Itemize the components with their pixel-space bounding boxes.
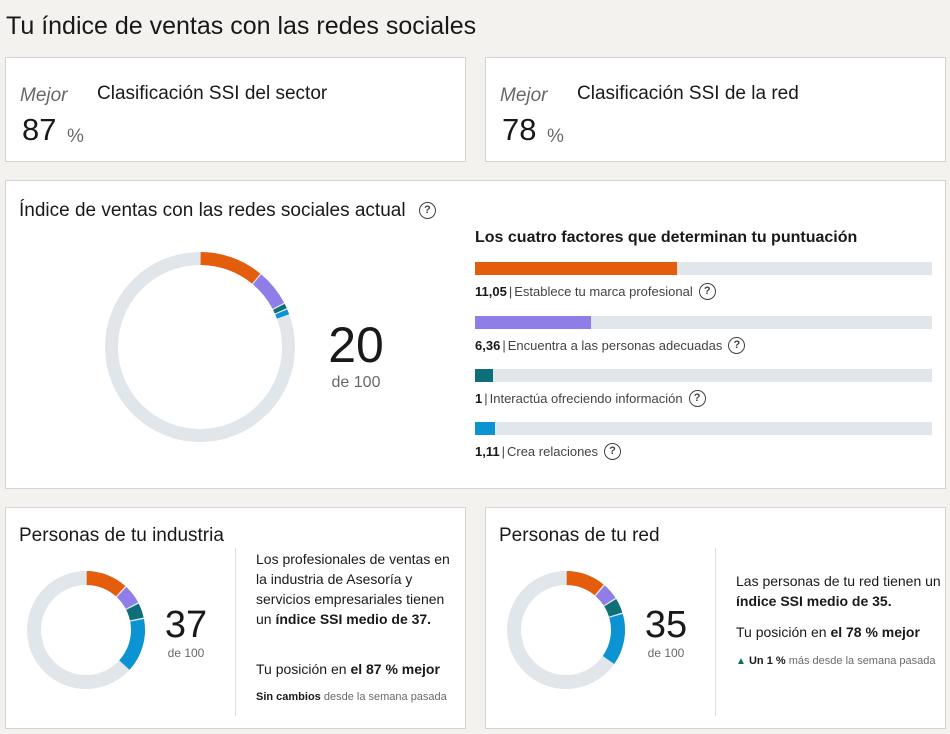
factor-people-fill (475, 316, 592, 329)
factor-people-bar (475, 316, 932, 329)
industry-description: Los profesionales de ventas en la indust… (256, 549, 456, 629)
factor-engage-value: 1 (475, 391, 483, 406)
factor-relations-bar (475, 422, 932, 435)
divider (235, 548, 236, 716)
industry-donut-chart (27, 571, 145, 689)
ssi-out-of: de 100 (331, 374, 381, 391)
donut-segment-relations (602, 613, 625, 665)
network-change-text: más desde la semana pasada (785, 655, 936, 667)
industry-change-text: desde la semana pasada (320, 691, 447, 703)
industry-position-bold: el 87 % mejor (350, 661, 440, 677)
factor-brand-fill (475, 262, 677, 275)
network-score: 35 (644, 604, 688, 646)
industry-desc-text: Los profesionales de ventas en la indust… (256, 551, 450, 627)
factor-relations-fill (475, 422, 496, 435)
industry-score: 37 (164, 604, 208, 646)
question-circle-icon[interactable]: ? (604, 443, 622, 460)
network-position-text: Tu posición en (736, 624, 831, 640)
factor-relations-text: Crea relaciones (506, 444, 599, 459)
network-out-of: de 100 (647, 646, 685, 660)
factor-people-text: Encuentra a las personas adecuadas (507, 338, 723, 353)
industry-change: Sin cambios desde la semana pasada (256, 691, 447, 703)
network-desc-text: Las personas de tu red tienen un (736, 573, 941, 589)
industry-title: Personas de tu industria (19, 525, 224, 546)
donut-segment-brand (200, 252, 261, 284)
sector-ranking-card: Mejor Clasificación SSI del sector 87 % (5, 57, 466, 162)
network-ranking-card: Mejor Clasificación SSI de la red 78 % (485, 57, 946, 162)
question-circle-icon[interactable]: ? (418, 202, 436, 220)
page-title: Tu índice de ventas con las redes social… (6, 12, 477, 40)
factor-engage-fill (475, 369, 494, 382)
current-ssi-title: Índice de ventas con las redes sociales … (19, 200, 436, 222)
better-label: Mejor (20, 85, 68, 106)
sector-ranking-title: Clasificación SSI del sector (97, 83, 328, 104)
network-ranking-value: 78 (502, 112, 537, 147)
factor-engage-text: Interactúa ofreciendo información (489, 391, 683, 406)
network-card: Personas de tu red 35 de 100 Las persona… (485, 507, 946, 729)
donut-segment-relations (118, 618, 145, 670)
network-description: Las personas de tu red tienen un índice … (736, 571, 941, 611)
donut-segment-brand (566, 571, 604, 596)
factors-title: Los cuatro factores que determinan tu pu… (475, 229, 858, 246)
arrow-up-icon: ▲ (736, 656, 746, 667)
factor-relations-value: 1,11 (475, 444, 500, 459)
donut-segment-relations (275, 309, 290, 319)
ssi-score: 20 (328, 317, 384, 373)
divider (715, 548, 716, 716)
industry-out-of: de 100 (167, 646, 205, 660)
factor-relations-label: 1,11 | Crea relaciones ? (475, 443, 622, 460)
factor-brand-text: Establece tu marca profesional (514, 284, 693, 299)
percent-unit: % (547, 126, 564, 147)
donut-segment-people (595, 585, 616, 606)
donut-segment-people (116, 587, 139, 610)
network-position-bold: el 78 % mejor (830, 624, 920, 640)
donut-segment-engage (126, 603, 144, 621)
network-change: ▲ Un 1 % más desde la semana pasada (736, 653, 936, 670)
better-label: Mejor (500, 85, 548, 106)
network-donut-chart (507, 571, 625, 689)
factor-people-value: 6,36 (475, 338, 501, 353)
current-ssi-card: Índice de ventas con las redes sociales … (5, 180, 946, 489)
network-title: Personas de tu red (499, 525, 660, 546)
donut-segment-brand (86, 571, 126, 597)
sector-ranking-value: 87 (22, 112, 57, 147)
question-circle-icon[interactable]: ? (688, 390, 706, 407)
factor-people-label: 6,36 | Encuentra a las personas adecuadas … (475, 337, 746, 354)
network-ranking-title: Clasificación SSI de la red (577, 83, 799, 104)
network-desc-bold: índice SSI medio de 35. (736, 593, 892, 609)
donut-segment-people (252, 274, 285, 309)
donut-segment-engage (273, 303, 287, 314)
network-change-bold: Un 1 % (748, 655, 786, 667)
factor-brand-value: 11,05 (475, 284, 507, 299)
factor-brand-bar (475, 262, 932, 275)
ssi-donut-chart (105, 252, 295, 442)
factor-engage-bar (475, 369, 932, 382)
donut-segment-engage (604, 599, 623, 617)
current-ssi-title-text: Índice de ventas con las redes sociales … (19, 200, 406, 221)
network-position: Tu posición en el 78 % mejor (736, 622, 920, 642)
question-circle-icon[interactable]: ? (728, 337, 746, 354)
question-circle-icon[interactable]: ? (698, 283, 716, 300)
industry-position: Tu posición en el 87 % mejor (256, 659, 440, 679)
donut-track (105, 252, 295, 442)
industry-position-text: Tu posición en (256, 661, 351, 677)
industry-desc-bold: índice SSI medio de 37. (275, 611, 432, 627)
industry-card: Personas de tu industria 37 de 100 Los p… (5, 507, 466, 729)
factor-brand-label: 11,05 | Establece tu marca profesional ? (475, 283, 716, 300)
percent-unit: % (67, 126, 84, 147)
factor-engage-label: 1 | Interactúa ofreciendo información ? (475, 390, 706, 407)
industry-change-bold: Sin cambios (256, 691, 321, 703)
